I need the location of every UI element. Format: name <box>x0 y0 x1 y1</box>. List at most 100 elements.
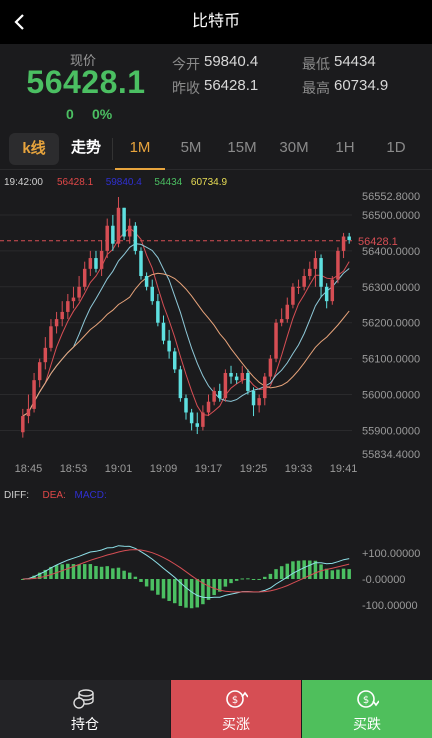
tab-interval-30m[interactable]: 30M <box>279 139 309 156</box>
candle <box>43 347 48 363</box>
candle <box>257 398 261 406</box>
quote-panel: 现价 56428.1 0 0% 今开 59840.4 昨收 56428.1 最低… <box>0 44 432 128</box>
macd-bar <box>161 579 166 599</box>
macd-bar <box>49 566 53 579</box>
open-label: 今开 <box>172 56 200 72</box>
macd-bar <box>156 579 160 595</box>
page-title: 比特币 <box>191 13 240 30</box>
macd-bar <box>313 560 318 579</box>
candle <box>66 301 70 312</box>
x-tick-label: 19:17 <box>195 463 223 475</box>
candle <box>279 319 284 323</box>
macd-bar <box>94 566 98 579</box>
current-price-tag: 56428.1 <box>358 236 398 248</box>
prev-close-value: 56428.1 <box>204 77 259 94</box>
tab-interval-5m[interactable]: 5M <box>180 139 202 156</box>
chart-area[interactable]: 19:42:00 56428.1 59840.4 54434 60734.9 56552.… <box>0 172 432 680</box>
macd-bar <box>268 573 273 579</box>
candle <box>308 268 312 277</box>
high-value: 60734.9 <box>334 77 389 94</box>
coin-down-icon: $ <box>357 690 379 708</box>
candle <box>313 258 318 269</box>
macd-y-tick: -0.00000 <box>362 574 405 586</box>
tab-interval-1d[interactable]: 1D <box>386 139 406 156</box>
dea-line <box>22 549 350 593</box>
y-tick-label: 56000.0000 <box>362 390 420 402</box>
macd-bar <box>133 576 138 579</box>
macd-bar <box>184 579 188 608</box>
candle <box>336 250 340 280</box>
coin-up-icon: $ <box>226 690 248 708</box>
candle <box>133 225 138 251</box>
candle <box>240 372 245 381</box>
buy-up-label: 买涨 <box>222 716 250 732</box>
candle <box>167 340 171 352</box>
tab-interval-1h[interactable]: 1H <box>335 139 355 156</box>
macd-bar <box>173 579 177 604</box>
action-bar: 持仓 $ 买涨 $ 买跌 <box>0 680 432 738</box>
macd-bar <box>127 572 132 579</box>
buy-down-button[interactable]: $ 买跌 <box>302 680 432 738</box>
ohlc-value-1: 59840.4 <box>106 177 143 188</box>
kline-chart[interactable]: 19:42:00 56428.1 59840.4 54434 60734.9 56552.… <box>0 172 432 680</box>
macd-bar <box>105 566 109 579</box>
macd-bar <box>167 579 171 601</box>
high-label: 最高 <box>302 80 330 96</box>
x-tick-label: 18:53 <box>60 463 88 475</box>
candle <box>122 207 126 237</box>
candle <box>347 236 351 241</box>
candle <box>82 268 87 287</box>
candle <box>218 390 222 399</box>
macd-bar <box>274 569 278 579</box>
macd-bar <box>21 579 25 580</box>
candle <box>184 398 188 413</box>
candle <box>150 286 154 302</box>
macd-y-tick: -100.00000 <box>362 600 418 612</box>
macd-bar <box>116 567 121 579</box>
tab-kline[interactable]: k线 <box>9 133 59 165</box>
x-tick-label: 19:41 <box>330 463 358 475</box>
candle <box>341 236 346 251</box>
candle <box>173 351 177 370</box>
buy-up-button[interactable]: $ 买涨 <box>171 680 301 738</box>
macd-bar <box>240 578 245 580</box>
candle <box>105 225 109 251</box>
candle <box>246 372 250 391</box>
candle <box>116 207 121 244</box>
macd-bar <box>43 569 48 579</box>
macd-bar <box>206 579 211 600</box>
ohlc-value-2: 54434 <box>154 177 182 188</box>
y-tick-label: 55900.0000 <box>362 425 420 437</box>
macd-bar <box>54 565 59 579</box>
macd-bar <box>341 568 346 579</box>
macd-legend-label: DEA: <box>43 490 66 501</box>
macd-bar <box>71 564 76 579</box>
tab-interval-1m[interactable]: 1M <box>115 128 165 170</box>
tab-divider <box>112 138 113 160</box>
candle <box>77 286 81 298</box>
macd-bar <box>77 564 81 579</box>
macd-bar <box>223 579 228 587</box>
candle <box>127 225 132 237</box>
candle <box>291 286 295 305</box>
back-icon[interactable] <box>6 8 34 36</box>
macd-bar <box>144 579 149 587</box>
open-value: 59840.4 <box>204 53 259 70</box>
candle <box>319 258 323 287</box>
tab-interval-15m[interactable]: 15M <box>227 139 257 156</box>
macd-bar <box>66 563 70 579</box>
tab-trend[interactable]: 走势 <box>70 139 101 156</box>
top-nav-bar: 比特币 <box>0 0 432 44</box>
y-tick-label: 56100.0000 <box>362 354 420 366</box>
macd-bar <box>234 579 239 581</box>
candle <box>178 369 183 399</box>
candle <box>26 408 31 417</box>
candle <box>195 423 199 427</box>
y-tick-label: 56300.0000 <box>362 282 420 294</box>
macd-bar <box>319 564 323 579</box>
candle <box>296 286 301 288</box>
macd-bar <box>37 572 42 579</box>
positions-button[interactable]: 持仓 <box>0 680 170 738</box>
x-tick-label: 19:33 <box>285 463 313 475</box>
candle <box>234 376 239 381</box>
